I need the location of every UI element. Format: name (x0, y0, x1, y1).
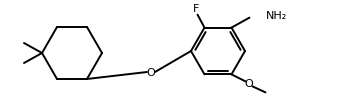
Text: F: F (193, 4, 200, 14)
Text: O: O (147, 68, 155, 78)
Text: O: O (244, 79, 253, 89)
Text: NH₂: NH₂ (266, 11, 287, 21)
